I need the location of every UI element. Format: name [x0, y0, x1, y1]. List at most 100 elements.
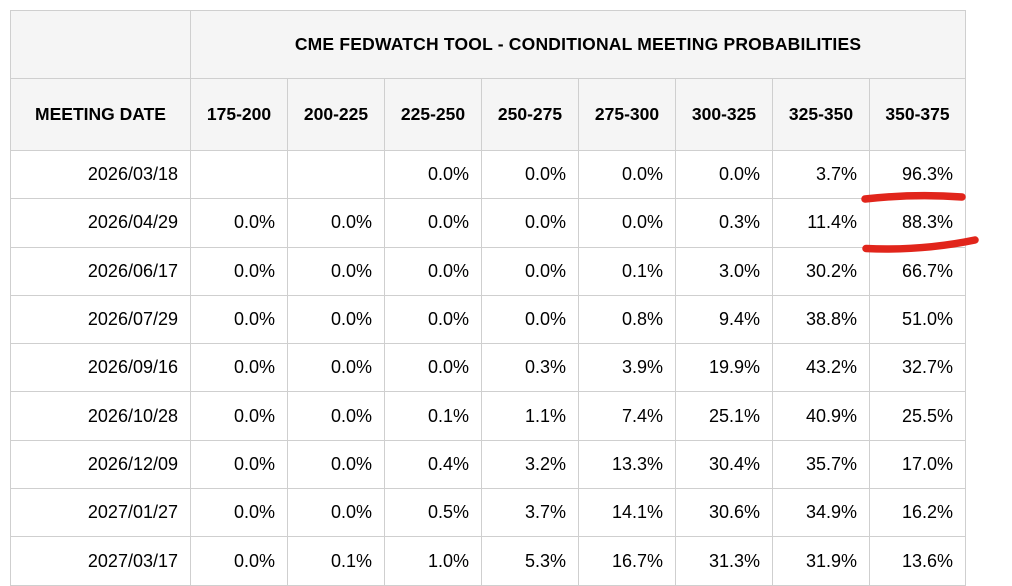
- probability-cell: 0.0%: [578, 149, 676, 200]
- table-row: 2026/04/29 0.0% 0.0% 0.0% 0.0% 0.0% 0.3% 11.4% 8…: [10, 198, 967, 248]
- probability-cell: 0.0%: [190, 488, 288, 538]
- probability-cell: 35.7%: [772, 439, 870, 490]
- fedwatch-table: CME FEDWATCH TOOL - CONDITIONAL MEETING …: [10, 10, 967, 586]
- probability-cell: 0.0%: [190, 439, 288, 490]
- probability-cell: 1.0%: [384, 536, 482, 586]
- probability-cell: 0.3%: [675, 198, 773, 248]
- probability-cell: 0.0%: [675, 149, 773, 200]
- meeting-date-cell: 2027/01/27: [10, 488, 191, 538]
- rate-header-325-350: 325-350: [772, 78, 870, 151]
- table-row: 2026/09/16 0.0% 0.0% 0.0% 0.3% 3.9% 19.9% 43.2%…: [10, 343, 967, 393]
- probability-cell: 30.6%: [675, 488, 773, 538]
- probability-cell: 0.0%: [190, 343, 288, 393]
- probability-cell: 38.8%: [772, 294, 870, 345]
- probability-cell: [190, 149, 288, 200]
- probability-cell: 0.0%: [384, 246, 482, 296]
- probability-cell: 0.0%: [287, 439, 385, 490]
- probability-cell: 0.0%: [481, 294, 579, 345]
- probability-cell: 88.3%: [868, 198, 967, 248]
- probability-cell: 3.7%: [481, 488, 579, 538]
- probability-cell: 0.0%: [287, 391, 385, 441]
- probability-cell: 66.7%: [868, 246, 967, 296]
- probability-cell: 30.2%: [772, 246, 870, 296]
- table-row: 2027/03/17 0.0% 0.1% 1.0% 5.3% 16.7% 31.3% 31.9…: [10, 536, 967, 586]
- meeting-date-cell: 2026/06/17: [10, 246, 191, 296]
- probability-cell: 0.1%: [287, 536, 385, 586]
- probability-cell: 0.0%: [190, 536, 288, 586]
- probability-cell: 31.3%: [675, 536, 773, 586]
- probability-cell: 0.3%: [481, 343, 579, 393]
- table-row: 2026/07/29 0.0% 0.0% 0.0% 0.0% 0.8% 9.4% 38.8% 5…: [10, 294, 967, 345]
- title-row: CME FEDWATCH TOOL - CONDITIONAL MEETING …: [10, 10, 967, 79]
- probability-cell: 0.0%: [190, 391, 288, 441]
- probability-cell: 31.9%: [772, 536, 870, 586]
- probability-cell: 1.1%: [481, 391, 579, 441]
- meeting-date-cell: 2027/03/17: [10, 536, 191, 586]
- rate-header-225-250: 225-250: [384, 78, 482, 151]
- probability-cell: 0.0%: [481, 198, 579, 248]
- probability-cell: 0.0%: [190, 294, 288, 345]
- probability-cell: 0.0%: [190, 246, 288, 296]
- rate-header-300-325: 300-325: [675, 78, 773, 151]
- rate-header-175-200: 175-200: [190, 78, 288, 151]
- probability-cell: 0.0%: [287, 246, 385, 296]
- meeting-date-cell: 2026/10/28: [10, 391, 191, 441]
- table-row: 2026/03/18 0.0% 0.0% 0.0% 0.0% 3.7% 96.3%: [10, 149, 967, 200]
- probability-cell: 0.8%: [578, 294, 676, 345]
- probability-cell: 0.0%: [287, 294, 385, 345]
- probability-cell: 17.0%: [868, 439, 967, 490]
- table-row: 2026/12/09 0.0% 0.0% 0.4% 3.2% 13.3% 30.4% 35.7…: [10, 439, 967, 490]
- rate-header-250-275: 250-275: [481, 78, 579, 151]
- corner-cell: [10, 10, 191, 79]
- meeting-date-cell: 2026/03/18: [10, 149, 191, 200]
- probability-cell: 34.9%: [772, 488, 870, 538]
- probability-cell: 0.1%: [384, 391, 482, 441]
- probability-cell: 0.0%: [481, 149, 579, 200]
- table-title: CME FEDWATCH TOOL - CONDITIONAL MEETING …: [189, 10, 967, 79]
- rate-header-350-375: 350-375: [868, 78, 967, 151]
- probability-cell: 3.0%: [675, 246, 773, 296]
- table-body: 2026/03/18 0.0% 0.0% 0.0% 0.0% 3.7% 96.3% 2026/…: [10, 149, 967, 586]
- meeting-date-cell: 2026/07/29: [10, 294, 191, 345]
- probability-cell: 16.2%: [868, 488, 967, 538]
- probability-cell: [287, 149, 385, 200]
- probability-cell: 40.9%: [772, 391, 870, 441]
- probability-cell: 0.0%: [384, 294, 482, 345]
- meeting-date-cell: 2026/04/29: [10, 198, 191, 248]
- probability-cell: 0.0%: [287, 488, 385, 538]
- probability-cell: 0.0%: [384, 343, 482, 393]
- probability-cell: 9.4%: [675, 294, 773, 345]
- probability-cell: 19.9%: [675, 343, 773, 393]
- probability-cell: 0.1%: [578, 246, 676, 296]
- probability-cell: 51.0%: [868, 294, 967, 345]
- meeting-date-cell: 2026/09/16: [10, 343, 191, 393]
- probability-cell: 16.7%: [578, 536, 676, 586]
- probability-cell: 0.0%: [578, 198, 676, 248]
- probability-cell: 5.3%: [481, 536, 579, 586]
- meeting-date-cell: 2026/12/09: [10, 439, 191, 490]
- probability-cell: 3.9%: [578, 343, 676, 393]
- probability-cell: 43.2%: [772, 343, 870, 393]
- probability-cell: 13.6%: [868, 536, 967, 586]
- probability-cell: 3.7%: [772, 149, 870, 200]
- probability-cell: 7.4%: [578, 391, 676, 441]
- probability-cell: 0.4%: [384, 439, 482, 490]
- table-row: 2027/01/27 0.0% 0.0% 0.5% 3.7% 14.1% 30.6% 34.9…: [10, 488, 967, 538]
- rate-header-275-300: 275-300: [578, 78, 676, 151]
- probability-cell: 0.0%: [287, 198, 385, 248]
- meeting-date-header: MEETING DATE: [10, 78, 191, 151]
- probability-cell: 25.5%: [868, 391, 967, 441]
- probability-cell: 3.2%: [481, 439, 579, 490]
- probability-cell: 13.3%: [578, 439, 676, 490]
- table-row: 2026/06/17 0.0% 0.0% 0.0% 0.0% 0.1% 3.0% 30.2% 6…: [10, 246, 967, 296]
- rate-header-200-225: 200-225: [287, 78, 385, 151]
- probability-cell: 25.1%: [675, 391, 773, 441]
- probability-cell: 0.5%: [384, 488, 482, 538]
- probability-cell: 30.4%: [675, 439, 773, 490]
- probability-cell: 14.1%: [578, 488, 676, 538]
- probability-cell: 0.0%: [287, 343, 385, 393]
- probability-cell: 0.0%: [384, 198, 482, 248]
- probability-cell: 11.4%: [772, 198, 870, 248]
- probability-cell: 0.0%: [190, 198, 288, 248]
